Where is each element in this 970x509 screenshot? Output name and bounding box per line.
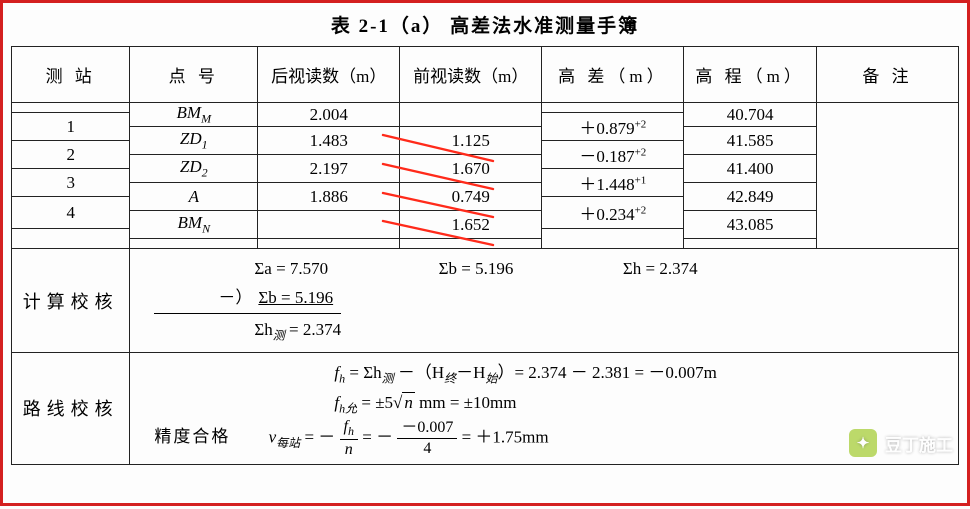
col-elev: 高 程（m） xyxy=(684,47,817,103)
route-check-label: 路线校核 xyxy=(12,352,130,464)
precision-ok: 精度合格 xyxy=(154,423,264,452)
back-cell: 2.004 xyxy=(258,103,400,127)
station-cell: 4 xyxy=(12,197,130,229)
watermark-text: 豆丁施工 xyxy=(885,431,953,456)
wechat-icon: ✦ xyxy=(849,429,877,457)
col-station: 测 站 xyxy=(12,47,130,103)
diff-cell: ＋1.448+1 xyxy=(542,169,684,197)
point-cell: ZD1 xyxy=(130,127,258,155)
elev-cell: 41.400 xyxy=(684,155,817,183)
calc-check-label: 计算校核 xyxy=(12,249,130,353)
col-back: 后视读数（m） xyxy=(258,47,400,103)
col-diff: 高 差（m） xyxy=(542,47,684,103)
spacer-row: BMM 2.004 40.704 xyxy=(12,103,959,113)
document-frame: 表 2-1（a） 高差法水准测量手簿 测 站 点 号 后视读数（m） 前视读数（… xyxy=(0,0,970,506)
calc-check-content: Σa = 7.570 Σb = 5.196 Σh = 2.374 －）Σb = … xyxy=(130,249,959,353)
elev-cell: 43.085 xyxy=(684,211,817,239)
back-cell xyxy=(258,211,400,239)
station-cell: 3 xyxy=(12,169,130,197)
station-cell: 1 xyxy=(12,113,130,141)
point-cell: A xyxy=(130,183,258,211)
point-cell: BMM xyxy=(130,103,258,127)
fore-cell: 1.125 xyxy=(400,127,542,155)
route-check-content: fh = Σh测 －（H终－H始）= 2.374 － 2.381 = －0.00… xyxy=(130,352,959,464)
diff-cell: －0.187+2 xyxy=(542,141,684,169)
col-remark: 备 注 xyxy=(816,47,958,103)
station-cell: 2 xyxy=(12,141,130,169)
col-point: 点 号 xyxy=(130,47,258,103)
route-check-row: 路线校核 fh = Σh测 －（H终－H始）= 2.374 － 2.381 = … xyxy=(12,352,959,464)
table-title: 表 2-1（a） 高差法水准测量手簿 xyxy=(11,11,959,38)
watermark: ✦ 豆丁施工 xyxy=(849,429,953,457)
back-cell: 1.483 xyxy=(258,127,400,155)
point-cell: ZD2 xyxy=(130,155,258,183)
diff-cell: ＋0.879+2 xyxy=(542,113,684,141)
fore-cell: 0.749 xyxy=(400,183,542,211)
survey-table: 测 站 点 号 后视读数（m） 前视读数（m） 高 差（m） 高 程（m） 备 … xyxy=(11,46,959,465)
header-row: 测 站 点 号 后视读数（m） 前视读数（m） 高 差（m） 高 程（m） 备 … xyxy=(12,47,959,103)
col-fore: 前视读数（m） xyxy=(400,47,542,103)
diff-cell: ＋0.234+2 xyxy=(542,197,684,229)
back-cell: 1.886 xyxy=(258,183,400,211)
fore-cell: 1.670 xyxy=(400,155,542,183)
point-cell: BMN xyxy=(130,211,258,239)
elev-cell: 41.585 xyxy=(684,127,817,155)
back-cell: 2.197 xyxy=(258,155,400,183)
fore-cell: 1.652 xyxy=(400,211,542,239)
remark-cell xyxy=(816,103,958,249)
elev-cell: 42.849 xyxy=(684,183,817,211)
calc-check-row: 计算校核 Σa = 7.570 Σb = 5.196 Σh = 2.374 －）… xyxy=(12,249,959,353)
fore-cell xyxy=(400,103,542,127)
elev-cell: 40.704 xyxy=(684,103,817,127)
